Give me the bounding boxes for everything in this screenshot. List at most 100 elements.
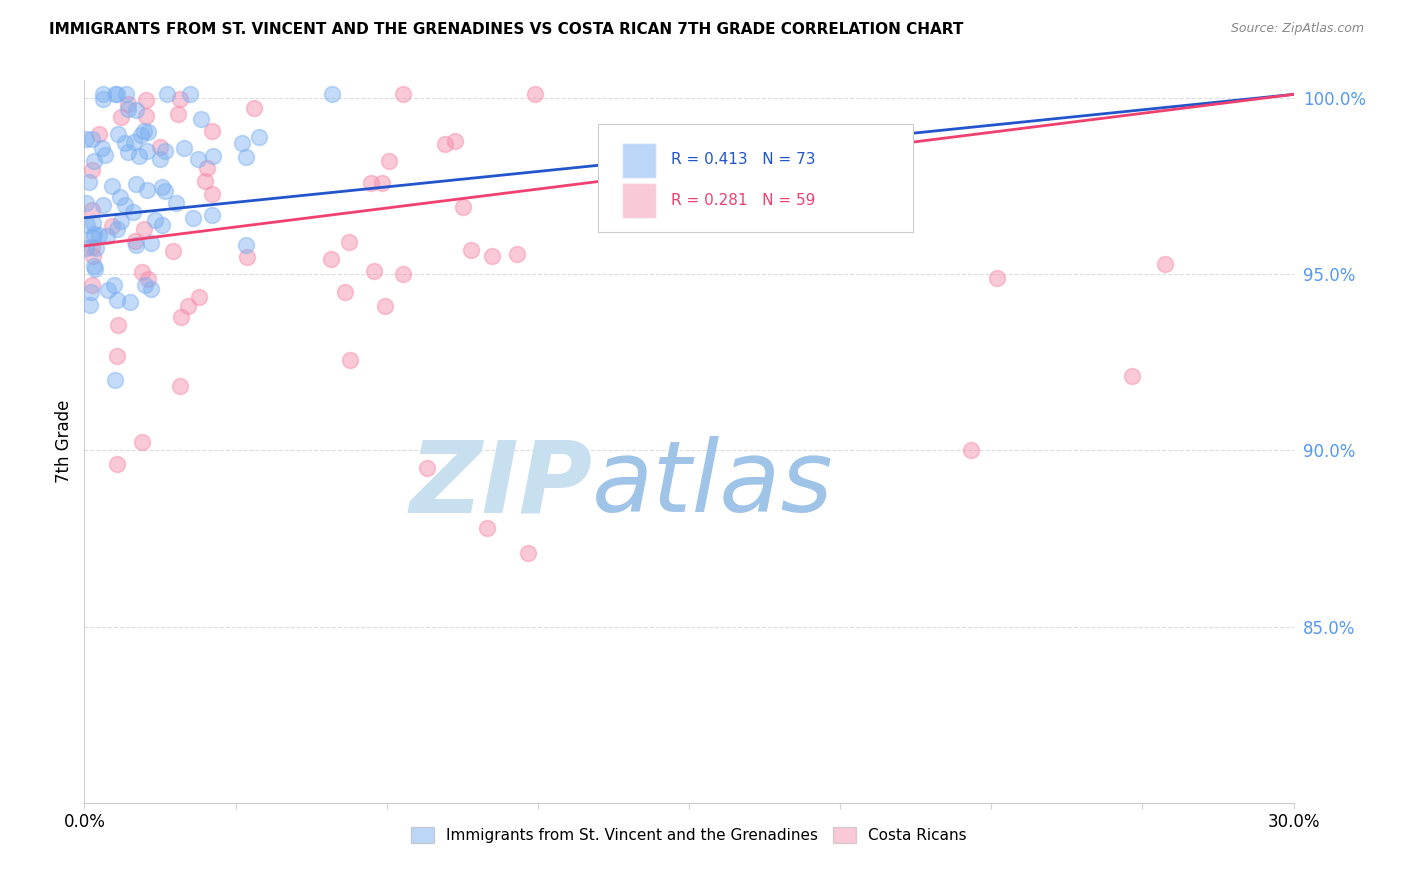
Point xyxy=(392,87,415,102)
Point xyxy=(139,282,162,296)
Point xyxy=(201,149,224,163)
Point xyxy=(516,545,538,559)
Point xyxy=(371,176,394,190)
Point xyxy=(114,87,136,102)
Point xyxy=(451,200,474,214)
Point xyxy=(96,228,118,243)
Point xyxy=(129,128,152,142)
Point xyxy=(150,180,173,194)
Point xyxy=(128,149,150,163)
Point xyxy=(179,87,201,102)
Point xyxy=(235,238,257,252)
Point xyxy=(83,227,105,241)
Point xyxy=(136,183,159,197)
Point xyxy=(460,243,482,257)
Point xyxy=(231,136,253,151)
Point xyxy=(378,154,401,169)
Point xyxy=(82,277,104,292)
Point xyxy=(156,87,179,102)
Point xyxy=(165,195,187,210)
Point xyxy=(1154,257,1177,271)
Point xyxy=(117,103,139,117)
Point xyxy=(374,299,396,313)
Point xyxy=(360,176,382,190)
Point xyxy=(82,132,104,146)
Point xyxy=(132,221,155,235)
Point xyxy=(82,250,104,264)
Point xyxy=(176,299,198,313)
Point xyxy=(506,247,529,261)
Point xyxy=(153,145,176,159)
Text: IMMIGRANTS FROM ST. VINCENT AND THE GRENADINES VS COSTA RICAN 7TH GRADE CORRELAT: IMMIGRANTS FROM ST. VINCENT AND THE GREN… xyxy=(49,22,963,37)
Point xyxy=(82,203,104,218)
Point xyxy=(91,92,114,106)
Point xyxy=(960,443,983,458)
Point xyxy=(194,174,217,188)
Point xyxy=(136,272,159,286)
Point xyxy=(134,124,156,138)
Legend: Immigrants from St. Vincent and the Grenadines, Costa Ricans: Immigrants from St. Vincent and the Gren… xyxy=(405,822,973,849)
Point xyxy=(235,150,257,164)
Point xyxy=(524,87,547,102)
Point xyxy=(75,195,97,210)
Point xyxy=(101,178,124,193)
Point xyxy=(107,127,129,141)
Point xyxy=(125,238,148,252)
Point xyxy=(337,235,360,249)
Point xyxy=(124,234,146,248)
Point xyxy=(190,112,212,126)
Point xyxy=(134,278,156,293)
Point xyxy=(122,135,145,149)
Point xyxy=(481,249,503,263)
Point xyxy=(169,92,191,106)
Point xyxy=(321,87,343,102)
Point xyxy=(702,141,724,155)
Point xyxy=(75,241,97,255)
Point xyxy=(105,87,128,102)
Point xyxy=(131,265,153,279)
Point xyxy=(135,145,157,159)
Point xyxy=(82,240,104,254)
Point xyxy=(392,267,415,281)
Point xyxy=(80,285,103,299)
Point xyxy=(201,208,224,222)
Point xyxy=(110,214,132,228)
Point xyxy=(143,213,166,227)
Point xyxy=(110,110,132,124)
Point xyxy=(82,230,104,244)
Point xyxy=(416,461,439,475)
Point xyxy=(124,103,146,117)
Point xyxy=(83,260,105,274)
Point xyxy=(173,141,195,155)
Point xyxy=(82,216,104,230)
Point xyxy=(170,310,193,325)
Point xyxy=(114,198,136,212)
Point xyxy=(187,290,209,304)
Point xyxy=(87,127,110,141)
FancyBboxPatch shape xyxy=(599,124,912,232)
Point xyxy=(162,244,184,258)
Point xyxy=(153,184,176,198)
Point xyxy=(169,378,191,392)
Point xyxy=(114,136,136,151)
Text: R = 0.281   N = 59: R = 0.281 N = 59 xyxy=(671,194,815,209)
Point xyxy=(91,87,114,102)
Point xyxy=(86,241,108,255)
Point xyxy=(118,294,141,309)
Point xyxy=(107,318,129,332)
Point xyxy=(87,227,110,242)
Text: ZIP: ZIP xyxy=(409,436,592,533)
Point xyxy=(117,96,139,111)
Point xyxy=(242,101,264,115)
Point xyxy=(105,222,128,236)
Point xyxy=(339,353,361,368)
Point xyxy=(183,211,205,225)
Text: R = 0.413   N = 73: R = 0.413 N = 73 xyxy=(671,153,815,168)
Point xyxy=(150,218,173,232)
Point xyxy=(136,125,159,139)
Point xyxy=(141,236,163,251)
Point xyxy=(135,93,157,107)
Point xyxy=(93,198,115,212)
Point xyxy=(117,145,139,159)
Point xyxy=(187,152,209,166)
